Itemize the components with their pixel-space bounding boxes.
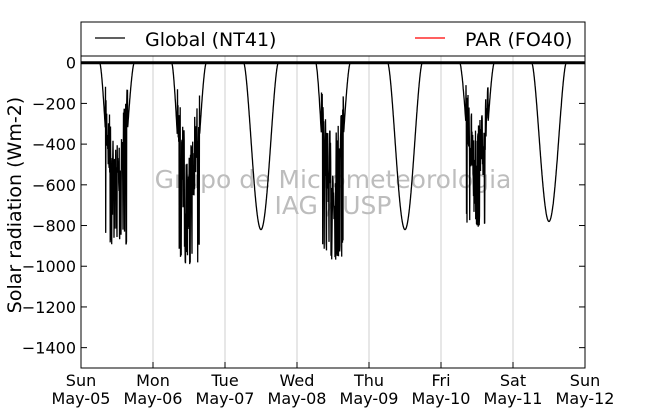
x-tick-date: May-07 xyxy=(196,389,255,408)
x-tick-date: May-12 xyxy=(556,389,615,408)
series-layer xyxy=(81,62,585,265)
legend-box xyxy=(80,21,586,57)
x-axis: SunMay-05MonMay-06TueMay-07WedMay-08ThuM… xyxy=(52,22,615,408)
y-tick-label: −1400 xyxy=(22,339,76,358)
vertical-grid xyxy=(152,22,514,368)
y-axis-label: Solar radiation (Wm-2) xyxy=(4,97,26,313)
x-tick-day: Sat xyxy=(500,371,526,390)
x-tick-day: Wed xyxy=(280,371,315,390)
y-tick-label: 0 xyxy=(66,54,76,73)
y-axis: 0 −200 −400 −600 −800 −1000 −1200 −1400 xyxy=(22,54,585,358)
y-tick-label: −1200 xyxy=(22,298,76,317)
legend-label-global: Global (NT41) xyxy=(145,29,276,51)
x-tick-date: May-06 xyxy=(124,389,183,408)
y-tick-label: −600 xyxy=(32,176,76,195)
x-tick-day: Thu xyxy=(353,371,384,390)
x-tick-day: Tue xyxy=(210,371,238,390)
x-tick-date: May-11 xyxy=(484,389,543,408)
series-line-global-nt41 xyxy=(81,62,585,265)
x-tick-date: May-10 xyxy=(412,389,471,408)
y-tick-label: −800 xyxy=(32,217,76,236)
legend-label-par: PAR (FO40) xyxy=(465,29,572,51)
x-tick-day: Sun xyxy=(66,371,96,390)
x-tick-date: May-05 xyxy=(52,389,111,408)
x-tick-date: May-09 xyxy=(340,389,399,408)
x-tick-day: Sun xyxy=(570,371,600,390)
y-tick-label: −400 xyxy=(32,135,76,154)
x-tick-date: May-08 xyxy=(268,389,327,408)
x-tick-day: Fri xyxy=(431,371,450,390)
legend: Global (NT41) PAR (FO40) xyxy=(80,21,586,57)
y-tick-label: −200 xyxy=(32,94,76,113)
y-tick-label: −1000 xyxy=(22,257,76,276)
x-tick-day: Mon xyxy=(136,371,170,390)
